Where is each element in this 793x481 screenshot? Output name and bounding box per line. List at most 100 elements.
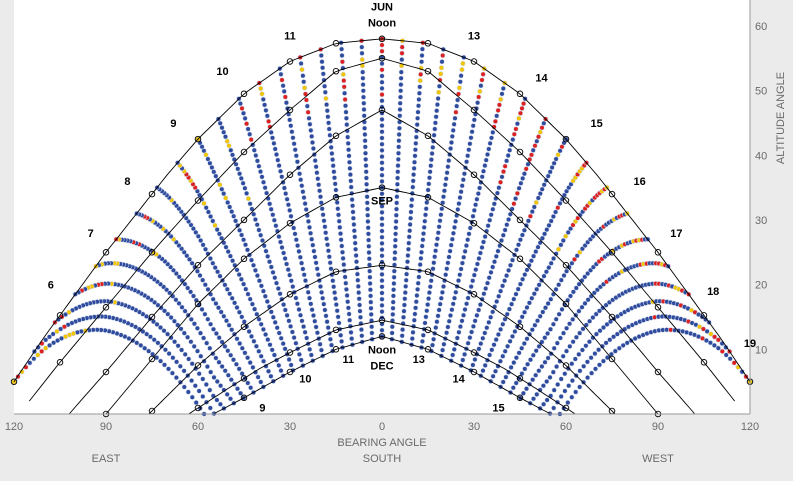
- sample-point: [547, 326, 554, 332]
- sample-point: [316, 182, 322, 188]
- sun-path-marker: [194, 197, 202, 204]
- sample-point: [544, 397, 550, 403]
- sample-point: [242, 185, 248, 191]
- sample-point: [343, 286, 350, 293]
- sample-point: [502, 348, 508, 354]
- sample-point: [595, 347, 602, 353]
- sample-point: [392, 256, 398, 262]
- sample-point: [361, 113, 367, 119]
- sample-point: [196, 371, 202, 377]
- sample-point: [328, 266, 334, 272]
- sample-point: [343, 109, 349, 115]
- sample-point: [433, 242, 440, 248]
- sample-point: [306, 224, 313, 230]
- sample-point: [221, 129, 227, 135]
- sun-path-marker: [562, 261, 570, 269]
- direction-label: WEST: [642, 453, 674, 465]
- sample-point: [302, 329, 308, 335]
- sample-point: [271, 140, 277, 146]
- sample-point: [310, 145, 317, 152]
- sample-point: [539, 186, 545, 192]
- sample-point: [359, 50, 365, 56]
- sample-point: [539, 235, 546, 241]
- sample-point: [551, 405, 557, 411]
- sample-point: [263, 248, 269, 254]
- sample-point: [350, 209, 356, 215]
- sample-point: [210, 296, 216, 302]
- sample-point: [418, 249, 425, 255]
- sample-point: [413, 134, 419, 140]
- sample-point: [456, 201, 462, 207]
- sample-point: [298, 357, 304, 363]
- sample-point: [443, 176, 449, 182]
- sample-point: [469, 329, 475, 335]
- sun-path-marker: [516, 255, 524, 263]
- sample-point: [506, 216, 512, 223]
- sun-path-line: [28, 57, 736, 402]
- sample-point: [279, 77, 285, 83]
- direction-label: SOUTH: [363, 453, 402, 465]
- sample-point: [338, 237, 344, 243]
- sun-path-marker: [516, 394, 524, 402]
- sample-point: [328, 144, 334, 150]
- sample-point: [242, 350, 248, 356]
- sample-point: [379, 67, 385, 73]
- sample-point: [553, 286, 559, 293]
- sun-path-marker: [516, 323, 524, 330]
- sample-point: [553, 316, 559, 322]
- sample-point: [171, 318, 177, 324]
- sample-point: [342, 274, 348, 280]
- sample-point: [204, 364, 210, 370]
- sample-point: [438, 71, 444, 77]
- sample-point: [355, 283, 361, 290]
- sample-point: [203, 381, 209, 388]
- sample-point: [482, 362, 488, 369]
- sample-point: [488, 212, 494, 218]
- sample-point: [525, 161, 531, 167]
- sample-point: [277, 239, 284, 245]
- sample-point: [403, 277, 409, 283]
- sample-point: [210, 260, 216, 266]
- sample-point: [325, 325, 331, 331]
- sample-point: [158, 358, 164, 364]
- sample-point: [238, 276, 244, 282]
- sample-point: [600, 358, 607, 364]
- sample-point: [395, 156, 401, 162]
- sample-point: [483, 157, 489, 163]
- sample-point: [426, 175, 433, 181]
- sample-point: [186, 256, 193, 263]
- sample-point: [379, 79, 385, 85]
- sample-point: [303, 97, 310, 103]
- sample-point: [431, 336, 437, 342]
- sample-point: [708, 331, 714, 337]
- sample-point: [570, 316, 576, 323]
- sample-point: [500, 321, 506, 327]
- sample-point: [422, 212, 429, 218]
- sample-point: [452, 115, 458, 121]
- sample-point: [570, 339, 576, 345]
- sample-point: [416, 96, 422, 103]
- sample-point: [395, 175, 401, 181]
- sample-point: [727, 356, 733, 362]
- sample-point: [319, 206, 325, 212]
- sample-point: [423, 314, 429, 320]
- sample-point: [312, 254, 318, 260]
- sample-point: [574, 253, 580, 259]
- sample-point: [461, 171, 468, 177]
- sample-point: [332, 290, 338, 296]
- sample-point: [500, 379, 506, 385]
- sample-point: [444, 170, 450, 176]
- x-tick-label: 90: [652, 421, 664, 433]
- sample-point: [573, 285, 579, 291]
- sample-point: [603, 302, 609, 308]
- sample-point: [550, 321, 557, 327]
- sample-point: [363, 156, 369, 162]
- sample-point: [269, 135, 276, 141]
- sample-point: [225, 372, 231, 378]
- sample-point: [309, 133, 315, 139]
- sample-point: [173, 375, 179, 381]
- sample-point: [528, 258, 535, 264]
- sample-point: [225, 199, 231, 206]
- sample-point: [467, 335, 473, 341]
- sample-point: [544, 227, 550, 233]
